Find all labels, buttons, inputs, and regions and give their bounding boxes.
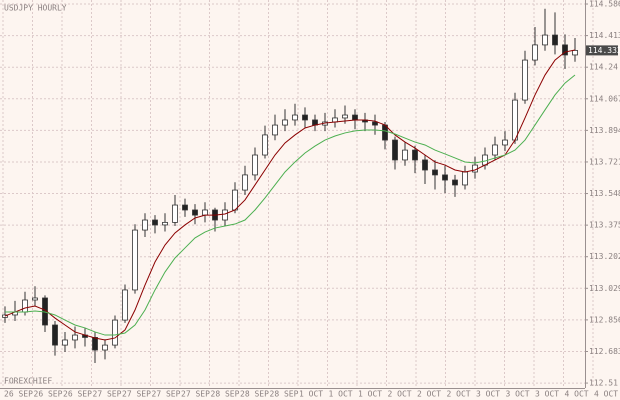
- candle-body: [342, 114, 348, 119]
- x-tick-label: 3 OCT: [506, 390, 530, 399]
- candle-body: [162, 221, 168, 226]
- y-tick-label: 113.029: [589, 284, 620, 293]
- y-tick-label: 112.683: [589, 347, 620, 356]
- candle-body: [192, 209, 198, 216]
- x-tick-label: 2 OCT: [388, 390, 412, 399]
- x-tick-label: 27 SEP: [152, 390, 181, 399]
- y-tick-label: 113.375: [589, 221, 620, 230]
- candle-body: [452, 179, 458, 186]
- last-price-marker: [586, 45, 618, 56]
- candle-body: [292, 114, 298, 121]
- candle-body: [242, 174, 248, 191]
- x-tick-label: 4 OCT: [565, 390, 589, 399]
- x-tick-label: 3 OCT: [535, 390, 559, 399]
- x-tick-label: 3 OCT: [476, 390, 500, 399]
- x-tick-label: 1 OCT: [329, 390, 353, 399]
- y-tick-label: 112.856: [589, 315, 620, 324]
- y-tick-label: 113.202: [589, 252, 620, 261]
- candle-body: [72, 334, 78, 341]
- candle-body: [272, 124, 278, 136]
- candle-body: [392, 139, 398, 161]
- candle-body: [562, 44, 568, 56]
- x-tick-label: 28 SEP: [240, 390, 269, 399]
- candle-body: [172, 204, 178, 223]
- candle-body: [132, 229, 138, 291]
- candle-body: [542, 34, 548, 46]
- candle-body: [412, 149, 418, 161]
- candle-body: [222, 209, 228, 221]
- grid: [0, 0, 594, 388]
- y-tick-label: 114.24: [589, 63, 618, 72]
- plot: [2, 8, 578, 363]
- candle-body: [282, 119, 288, 126]
- candle-body: [232, 189, 238, 211]
- candle-body: [62, 339, 68, 346]
- candle-body: [522, 59, 528, 101]
- x-tick-label: 28 SEP: [270, 390, 299, 399]
- y-tick-label: 112.51: [589, 379, 618, 388]
- candle-body: [492, 144, 498, 156]
- candle-body: [352, 114, 358, 121]
- x-tick-label: 26 SEP: [63, 390, 92, 399]
- candle-body: [52, 324, 58, 346]
- candle-body: [512, 99, 518, 141]
- candle-body: [22, 299, 28, 313]
- watermark: FOREXCHIEF: [4, 377, 52, 386]
- candle-body: [252, 154, 258, 176]
- y-tick-label: 113.721: [589, 157, 620, 166]
- candle-body: [402, 149, 408, 161]
- x-tick-label: 2 OCT: [447, 390, 471, 399]
- y-tick-label: 113.548: [589, 189, 620, 198]
- candle-body: [422, 159, 428, 171]
- x-tick-label: 26 SEP: [4, 390, 33, 399]
- candle-body: [442, 174, 448, 181]
- chart-title: USDJPY HOURLY: [4, 4, 67, 13]
- x-tick-label: 1 OCT: [358, 390, 382, 399]
- moving-average-line: [5, 74, 576, 336]
- candle-body: [572, 49, 578, 56]
- candle-body: [202, 209, 208, 216]
- x-tick-label: 27 SEP: [181, 390, 210, 399]
- y-tick-label: 114.413: [589, 31, 620, 40]
- x-tick-label: 1 OCT: [299, 390, 323, 399]
- candle-body: [302, 114, 308, 121]
- candle-body: [112, 319, 118, 346]
- x-tick-label: 2 OCT: [417, 390, 441, 399]
- candle-body: [472, 164, 478, 173]
- y-tick-label: 114.067: [589, 94, 620, 103]
- x-tick-label: 4 OCT: [594, 390, 618, 399]
- x-tick-label: 27 SEP: [93, 390, 122, 399]
- candle-body: [372, 121, 378, 126]
- candle-body: [532, 44, 538, 61]
- candle-body: [552, 34, 558, 46]
- candle-body: [182, 204, 188, 211]
- last-price-label: 114.332: [588, 46, 620, 55]
- candle-body: [122, 289, 128, 321]
- x-tick-label: 28 SEP: [211, 390, 240, 399]
- x-tick-label: 26 SEP: [34, 390, 63, 399]
- candle-body: [32, 297, 38, 301]
- y-tick-label: 114.586: [589, 0, 620, 9]
- candle-body: [502, 139, 508, 146]
- candle-body: [142, 219, 148, 231]
- candle-body: [432, 169, 438, 176]
- candle-body: [152, 219, 158, 226]
- candle-body: [462, 171, 468, 186]
- moving-average-line: [4, 49, 576, 341]
- candle-body: [92, 337, 98, 351]
- x-tick-label: 27 SEP: [122, 390, 151, 399]
- candle-body: [2, 314, 8, 318]
- y-tick-label: 113.894: [589, 126, 620, 135]
- candle-body: [102, 344, 108, 351]
- candle-body: [262, 134, 268, 156]
